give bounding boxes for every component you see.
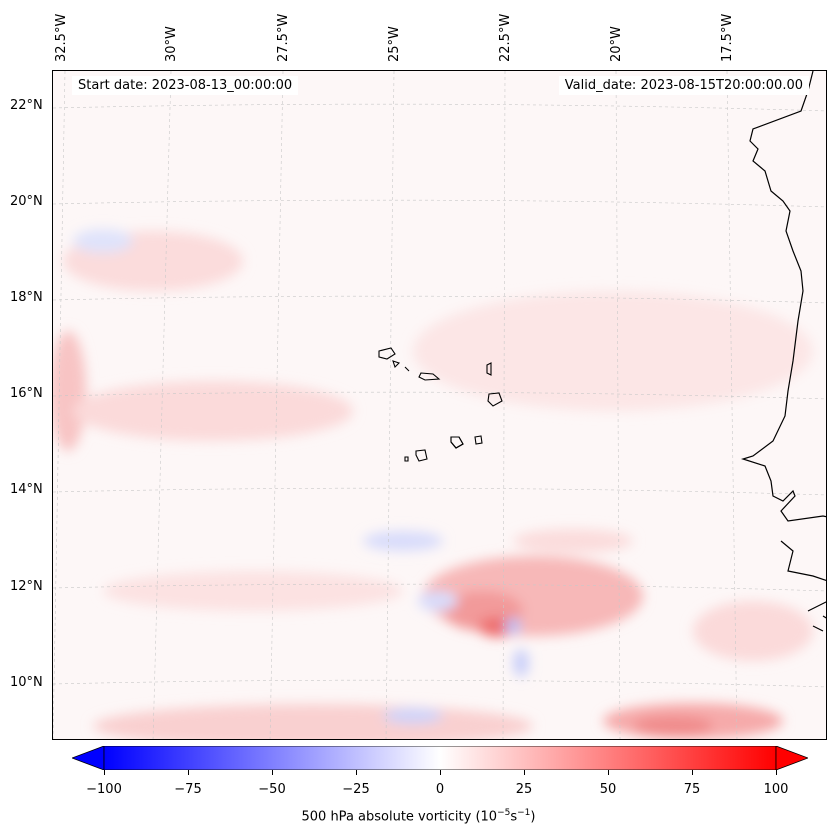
colorbar-tick bbox=[776, 770, 777, 775]
lat-label-18n: 18°N bbox=[10, 290, 43, 305]
valid-date-label: Valid_date: 2023-08-15T20:00:00.00 bbox=[558, 76, 809, 95]
colorbar-tick bbox=[272, 770, 273, 775]
lon-label-20w: 20°W bbox=[609, 26, 624, 62]
lon-label-25w: 25°W bbox=[387, 26, 402, 62]
lat-label-20n: 20°N bbox=[10, 194, 43, 209]
colorbar-tick bbox=[524, 770, 525, 775]
lat-label-16n: 16°N bbox=[10, 386, 43, 401]
colorbar-body bbox=[103, 746, 777, 770]
colorbar-title: 500 hPa absolute vorticity (10−5s−1) bbox=[301, 808, 536, 825]
africa-coastline bbox=[740, 71, 826, 522]
colorbar-tick-label: 75 bbox=[683, 782, 701, 797]
lat-label-22n: 22°N bbox=[10, 98, 43, 113]
lon-label-30w: 30°W bbox=[164, 26, 179, 62]
start-date-label: Start date: 2023-08-13_00:00:00 bbox=[72, 76, 299, 95]
colorbar-tick bbox=[692, 770, 693, 775]
map-canvas bbox=[53, 71, 826, 739]
vorticity-map bbox=[52, 70, 827, 740]
lon-label-17-5w: 17.5°W bbox=[720, 13, 735, 62]
vorticity-field bbox=[53, 229, 813, 739]
colorbar-tick-label: −50 bbox=[258, 782, 286, 797]
africa-coastline-south bbox=[780, 540, 826, 632]
colorbar bbox=[72, 746, 808, 770]
lon-label-32-5w: 32.5°W bbox=[54, 13, 69, 62]
lat-label-10n: 10°N bbox=[10, 675, 43, 690]
colorbar-tick bbox=[104, 770, 105, 775]
colorbar-tick-label: −75 bbox=[174, 782, 202, 797]
colorbar-tick-label: 0 bbox=[435, 782, 445, 797]
cape-verde-islands bbox=[378, 347, 503, 462]
lon-label-27-5w: 27.5°W bbox=[276, 13, 291, 62]
graticule bbox=[53, 71, 826, 739]
colorbar-tick-label: 100 bbox=[763, 782, 789, 797]
colorbar-tick bbox=[356, 770, 357, 775]
colorbar-tick bbox=[440, 770, 441, 775]
colorbar-tick-label: −100 bbox=[86, 782, 122, 797]
colorbar-tick-label: 25 bbox=[515, 782, 533, 797]
colorbar-extend-low bbox=[72, 746, 105, 770]
colorbar-tick-label: −25 bbox=[342, 782, 370, 797]
colorbar-tick bbox=[188, 770, 189, 775]
colorbar-tick-label: 50 bbox=[599, 782, 617, 797]
lat-label-14n: 14°N bbox=[10, 482, 43, 497]
lon-label-22-5w: 22.5°W bbox=[498, 13, 513, 62]
colorbar-extend-high bbox=[775, 746, 808, 770]
colorbar-tick bbox=[608, 770, 609, 775]
lat-label-12n: 12°N bbox=[10, 579, 43, 594]
